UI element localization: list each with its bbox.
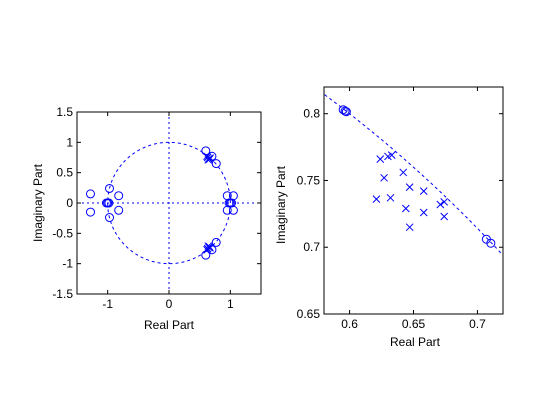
y-tick-label: 0.5 (56, 166, 73, 180)
zero-marker (114, 191, 124, 201)
pole-marker (440, 197, 449, 206)
pole-marker (436, 200, 445, 209)
pole-marker (440, 212, 449, 221)
y-tick-label: -0.5 (52, 226, 73, 240)
y-tick-label: 0.8 (303, 107, 320, 121)
pole-zero-ticks: -1 0 1 -1.5 -1 -0.5 0 0.5 1 1.5 (52, 105, 261, 311)
pole-marker (405, 183, 414, 192)
zero-marker (227, 198, 237, 208)
zero-marker (104, 198, 114, 208)
zero-marker (211, 159, 221, 169)
y-tick-label: -1 (62, 257, 73, 271)
zoomed-xlabel: Real Part (390, 335, 441, 349)
zero-marker (486, 238, 496, 248)
zero-marker (340, 106, 350, 116)
pole-zero-ylabel: Imaginary Part (31, 163, 45, 242)
pole-marker (419, 187, 428, 196)
pole-marker (387, 151, 396, 159)
pole-marker (405, 223, 414, 232)
pole-marker (401, 204, 410, 213)
x-tick-label: -1 (102, 297, 113, 311)
pole-marker (380, 173, 388, 182)
pole-marker (386, 193, 395, 202)
x-tick-label: 0.7 (469, 317, 486, 331)
zero-marker (341, 107, 351, 117)
pole-marker (204, 156, 213, 164)
data-region (77, 112, 261, 294)
pole-marker (372, 195, 381, 204)
y-tick-label: 1 (66, 135, 73, 149)
pole-marker (419, 208, 428, 217)
x-tick-label: 0.6 (341, 317, 358, 331)
zero-marker (114, 205, 124, 215)
pole-zero-axes: -1 0 1 -1.5 -1 -0.5 0 0.5 1 1.5 Real Part Imagina… (31, 105, 262, 332)
zero-marker (105, 183, 115, 193)
zoomed-ticks: 0.6 0.65 0.7 0.65 0.7 0.75 0.8 (297, 87, 503, 331)
x-tick-label: 0.65 (402, 317, 426, 331)
pole-marker (204, 242, 213, 250)
y-tick-label: 0.65 (297, 307, 321, 321)
y-tick-label: -1.5 (52, 287, 73, 301)
y-tick-label: 0 (66, 196, 73, 210)
zero-marker (224, 198, 234, 208)
pole-zero-xlabel: Real Part (144, 318, 195, 332)
x-tick-label: 0 (166, 297, 173, 311)
zoomed-ylabel: Imaginary Part (274, 165, 288, 244)
pole-marker (376, 155, 385, 163)
y-tick-label: 0.75 (297, 173, 321, 187)
y-tick-label: 0.7 (303, 240, 320, 254)
zero-marker (85, 207, 95, 217)
x-tick-label: 1 (227, 297, 234, 311)
zero-marker (211, 237, 221, 247)
zero-marker (85, 189, 95, 199)
pole-marker (399, 168, 408, 177)
zero-marker (105, 213, 115, 223)
unit-circle (107, 141, 231, 265)
y-tick-label: 1.5 (56, 105, 73, 119)
